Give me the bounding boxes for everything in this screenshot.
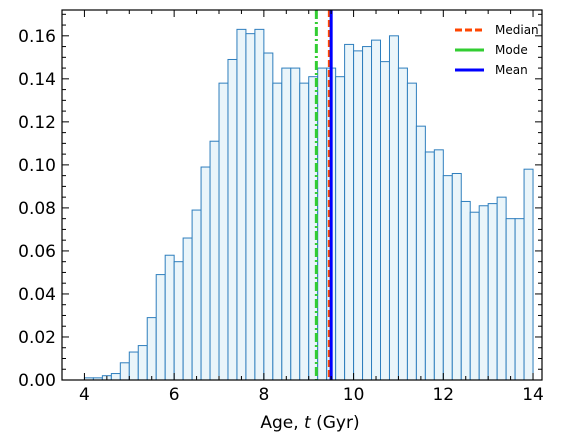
y-tick-label: 0.02 bbox=[18, 328, 56, 348]
y-tick-label: 0.08 bbox=[18, 199, 56, 219]
histogram-bar bbox=[128, 351, 139, 381]
histogram-bar bbox=[362, 46, 373, 381]
histogram-bar bbox=[200, 166, 211, 381]
y-tick-label: 0.12 bbox=[18, 113, 56, 133]
histogram-bar bbox=[263, 52, 274, 381]
histogram-bar bbox=[182, 237, 193, 381]
y-axis-ticks: 0.00 0.02 0.04 0.06 0.08 0.10 0.12 0.14 0.16 bbox=[18, 13, 542, 391]
y-tick-label: 0.14 bbox=[18, 70, 56, 90]
histogram-bar bbox=[164, 254, 175, 381]
histogram-bar bbox=[173, 261, 184, 381]
x-tick-label: 4 bbox=[79, 385, 90, 405]
histogram-bar bbox=[299, 82, 310, 381]
x-tick-label: 6 bbox=[169, 385, 180, 405]
histogram-bar bbox=[433, 149, 444, 381]
histogram-bar bbox=[245, 33, 256, 381]
histogram-bar bbox=[344, 43, 355, 381]
y-tick-label: 0.06 bbox=[18, 242, 56, 262]
mean-legend-label: Mean bbox=[495, 63, 528, 77]
plot-frame bbox=[61, 9, 543, 381]
histogram-bar bbox=[514, 218, 525, 381]
x-tick-label: 12 bbox=[432, 385, 454, 405]
x-axis-label: Age, t (Gyr) bbox=[260, 413, 359, 433]
histogram-bar bbox=[353, 50, 364, 381]
histogram-bar bbox=[191, 209, 202, 381]
histogram-bar bbox=[236, 28, 247, 381]
histogram-bar bbox=[119, 362, 130, 381]
x-tick-label: 10 bbox=[343, 385, 365, 405]
median-legend-label: Median bbox=[495, 23, 539, 37]
histogram-bar bbox=[335, 76, 346, 381]
histogram-bar bbox=[290, 67, 301, 381]
histogram-bar bbox=[137, 345, 148, 381]
histogram-bar bbox=[281, 67, 292, 381]
mode-legend-label: Mode bbox=[495, 43, 528, 57]
histogram-bar bbox=[371, 39, 382, 381]
histogram-bar bbox=[218, 82, 229, 381]
histogram-bar bbox=[424, 151, 435, 381]
histogram-bar bbox=[496, 196, 507, 381]
legend: Median Mode Mean bbox=[455, 23, 539, 77]
histogram-bars bbox=[83, 28, 534, 381]
histogram-bar bbox=[209, 140, 220, 381]
histogram-bar bbox=[146, 317, 157, 381]
y-tick-label: 0.00 bbox=[18, 371, 56, 391]
x-axis-label-unit: (Gyr) bbox=[311, 413, 360, 433]
histogram-bar bbox=[110, 373, 121, 381]
x-tick-label: 8 bbox=[258, 385, 269, 405]
histogram-bar bbox=[505, 218, 516, 381]
histogram-bar bbox=[388, 35, 399, 381]
histogram-bar bbox=[478, 205, 489, 381]
histogram-bar bbox=[155, 274, 166, 381]
histogram-bar bbox=[460, 200, 471, 381]
histogram-bar bbox=[272, 82, 283, 381]
histogram-bar bbox=[227, 58, 238, 381]
histogram-bar bbox=[523, 168, 534, 381]
x-axis-ticks: 4 6 8 10 12 14 bbox=[61, 10, 544, 405]
histogram-bar bbox=[317, 67, 328, 381]
y-tick-label: 0.04 bbox=[18, 285, 56, 305]
x-axis-label-variable: t bbox=[304, 413, 312, 433]
x-tick-label: 14 bbox=[522, 385, 544, 405]
histogram-bar bbox=[469, 211, 480, 381]
statistic-lines bbox=[314, 10, 333, 380]
x-axis-label-prefix: Age, bbox=[260, 413, 304, 433]
histogram-bar bbox=[415, 125, 426, 381]
histogram-bar bbox=[406, 82, 417, 381]
y-tick-label: 0.10 bbox=[18, 156, 56, 176]
y-tick-label: 0.16 bbox=[18, 27, 56, 47]
histogram-bar bbox=[397, 67, 408, 381]
histogram-bar bbox=[254, 28, 265, 381]
histogram-bar bbox=[487, 203, 498, 381]
histogram-bar bbox=[380, 61, 390, 381]
histogram-bar bbox=[451, 172, 462, 381]
histogram-bar bbox=[442, 175, 453, 381]
